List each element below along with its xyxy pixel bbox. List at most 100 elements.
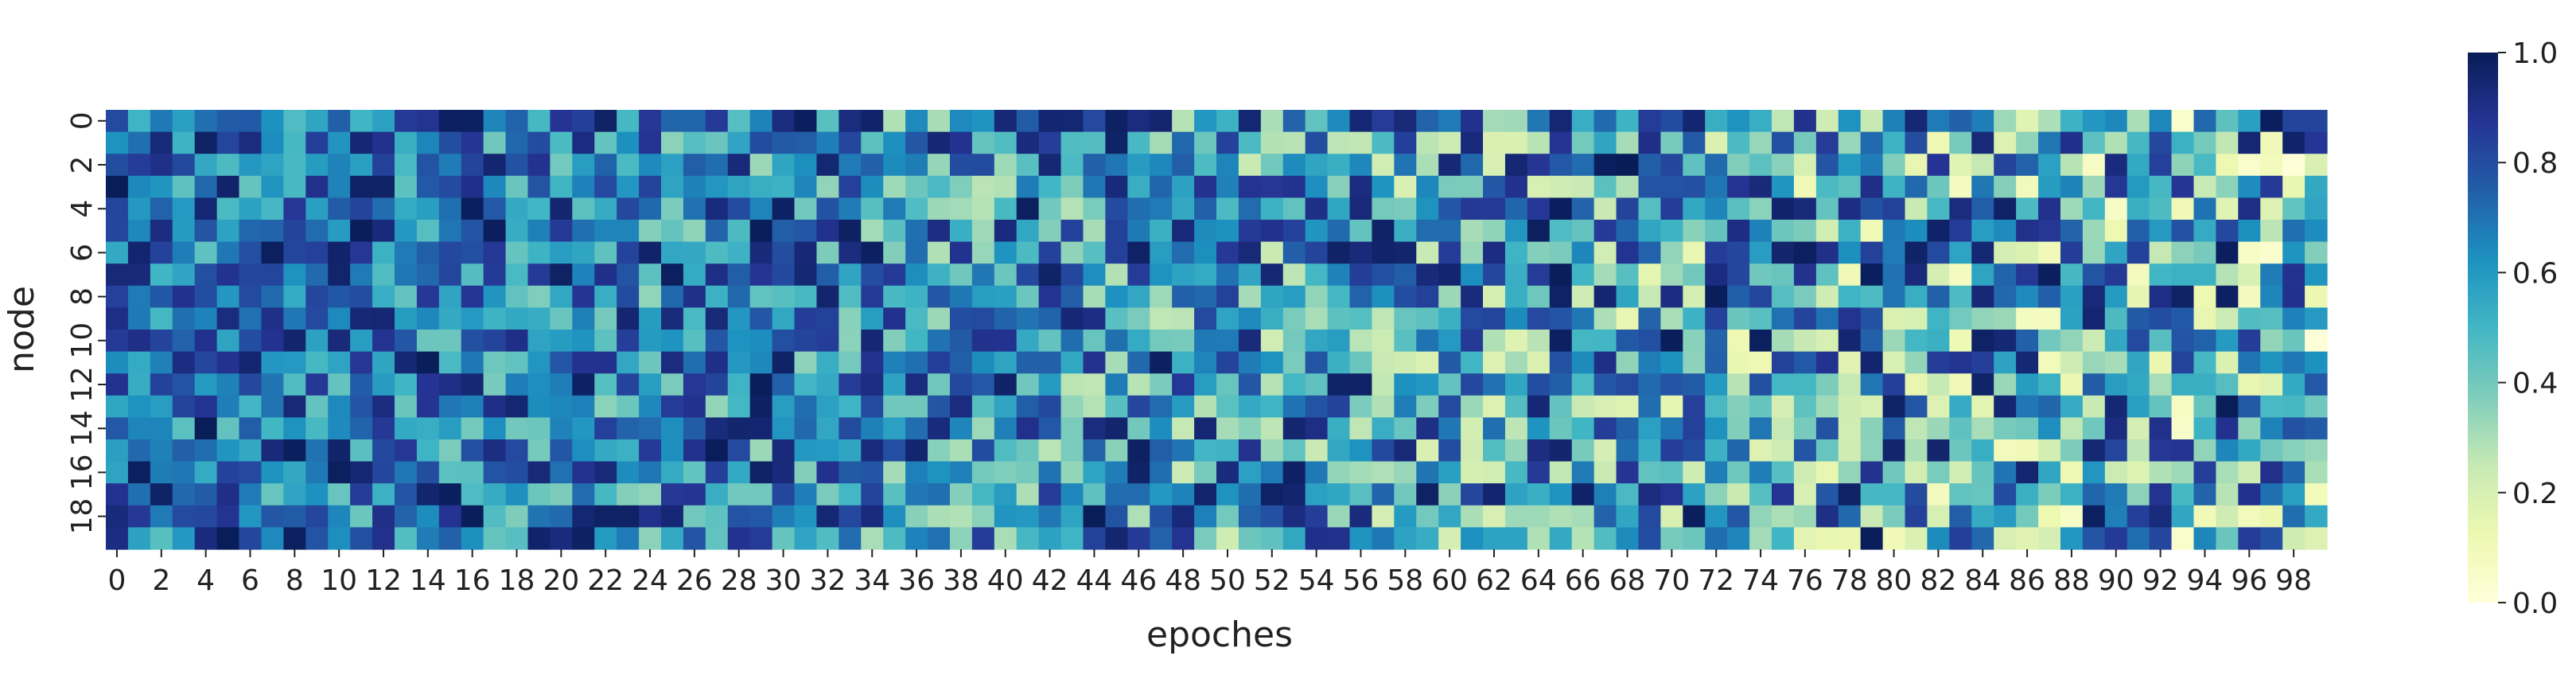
heatmap-cell (1461, 197, 1484, 221)
heatmap-cell (1083, 285, 1106, 308)
heatmap-cell (905, 285, 928, 308)
heatmap-cell (483, 220, 507, 243)
heatmap-cell (150, 527, 173, 550)
heatmap-cell (1372, 483, 1395, 506)
heatmap-cell (1793, 307, 1817, 330)
heatmap-cell (1527, 241, 1551, 264)
heatmap-cell (661, 131, 684, 154)
heatmap-cell (1994, 197, 2017, 221)
heatmap-cell (1727, 395, 1750, 418)
colorbar-tick-label: 0.8 (2512, 147, 2558, 180)
heatmap-cell (1949, 351, 1972, 374)
heatmap-cell (1194, 505, 1217, 528)
heatmap-cell (1527, 527, 1551, 550)
heatmap-cell (1927, 351, 1950, 374)
heatmap-cell (216, 417, 240, 440)
heatmap-cell (239, 220, 263, 243)
heatmap-cell (194, 241, 218, 264)
heatmap-cell (1349, 351, 1373, 374)
heatmap-cell (772, 307, 796, 330)
heatmap-cell (1349, 417, 1373, 440)
heatmap-cell (1438, 285, 1461, 308)
heatmap-cell (1571, 110, 1595, 133)
heatmap-cell (2060, 373, 2084, 396)
heatmap-cell (2060, 439, 2084, 462)
heatmap-cell (2260, 483, 2283, 506)
heatmap-cell (1882, 175, 1906, 198)
heatmap-cell (1238, 307, 1262, 330)
heatmap-cell (1638, 241, 1661, 264)
heatmap-cell (794, 220, 818, 243)
heatmap-cell (216, 483, 240, 506)
heatmap-cell (483, 131, 507, 154)
heatmap-cell (816, 373, 839, 396)
heatmap-cell (2216, 263, 2239, 287)
heatmap-cell (1660, 220, 1683, 243)
heatmap-cell (328, 131, 351, 154)
heatmap-cell (2282, 395, 2306, 418)
heatmap-cell (928, 241, 951, 264)
heatmap-cell (1060, 154, 1084, 177)
heatmap-cell (1660, 330, 1683, 353)
heatmap-cell (1949, 175, 1972, 198)
heatmap-cell (617, 110, 640, 133)
heatmap-cell (1527, 285, 1551, 308)
heatmap-cell (283, 330, 306, 353)
heatmap-cell (239, 505, 263, 528)
heatmap-cell (2060, 505, 2084, 528)
heatmap-cell (1683, 220, 1706, 243)
heatmap-cell (1372, 241, 1395, 264)
heatmap-cell (1882, 307, 1906, 330)
heatmap-cell (2127, 330, 2150, 353)
heatmap-cell (1504, 197, 1528, 221)
heatmap-cell (971, 175, 995, 198)
heatmap-cell (2238, 263, 2261, 287)
heatmap-cell (239, 285, 263, 308)
heatmap-cell (461, 241, 484, 264)
heatmap-cell (1927, 395, 1950, 418)
heatmap-cell (1772, 417, 1795, 440)
heatmap-cell (1683, 527, 1706, 550)
heatmap-cell (505, 373, 529, 396)
heatmap-cell (1504, 154, 1528, 177)
heatmap-cell (727, 505, 751, 528)
heatmap-cell (861, 527, 884, 550)
heatmap-cell (705, 461, 729, 484)
heatmap-cell (794, 505, 818, 528)
heatmap-cell (1216, 439, 1239, 462)
heatmap-cell (971, 220, 995, 243)
heatmap-cell (816, 527, 839, 550)
x-tick-label: 20 (543, 564, 579, 597)
heatmap-cell (350, 417, 373, 440)
heatmap-cell (1238, 373, 1262, 396)
heatmap-cell (1683, 395, 1706, 418)
heatmap-cell (1571, 373, 1595, 396)
heatmap-cell (1504, 263, 1528, 287)
heatmap-cell (1994, 351, 2017, 374)
x-tick-label: 10 (321, 564, 357, 597)
heatmap-cell (1949, 110, 1972, 133)
heatmap-cell (2171, 351, 2195, 374)
heatmap-cell (1083, 505, 1106, 528)
heatmap-cell (1083, 373, 1106, 396)
heatmap-cell (839, 351, 862, 374)
heatmap-cell (749, 417, 773, 440)
heatmap-cell (1038, 439, 1062, 462)
heatmap-cell (2104, 417, 2128, 440)
heatmap-cell (172, 241, 196, 264)
heatmap-cell (905, 263, 928, 287)
heatmap-cell (639, 395, 662, 418)
heatmap-cell (1815, 395, 1839, 418)
x-tick-label: 74 (1742, 564, 1779, 597)
heatmap-cell (1571, 351, 1595, 374)
heatmap-cell (705, 263, 729, 287)
heatmap-cell (928, 263, 951, 287)
heatmap-cell (172, 373, 196, 396)
heatmap-cell (883, 220, 906, 243)
heatmap-cell (1172, 131, 1195, 154)
heatmap-cell (328, 175, 351, 198)
heatmap-cell (2127, 351, 2150, 374)
heatmap-cell (883, 241, 906, 264)
heatmap-cell (905, 417, 928, 440)
heatmap-cell (1260, 307, 1284, 330)
